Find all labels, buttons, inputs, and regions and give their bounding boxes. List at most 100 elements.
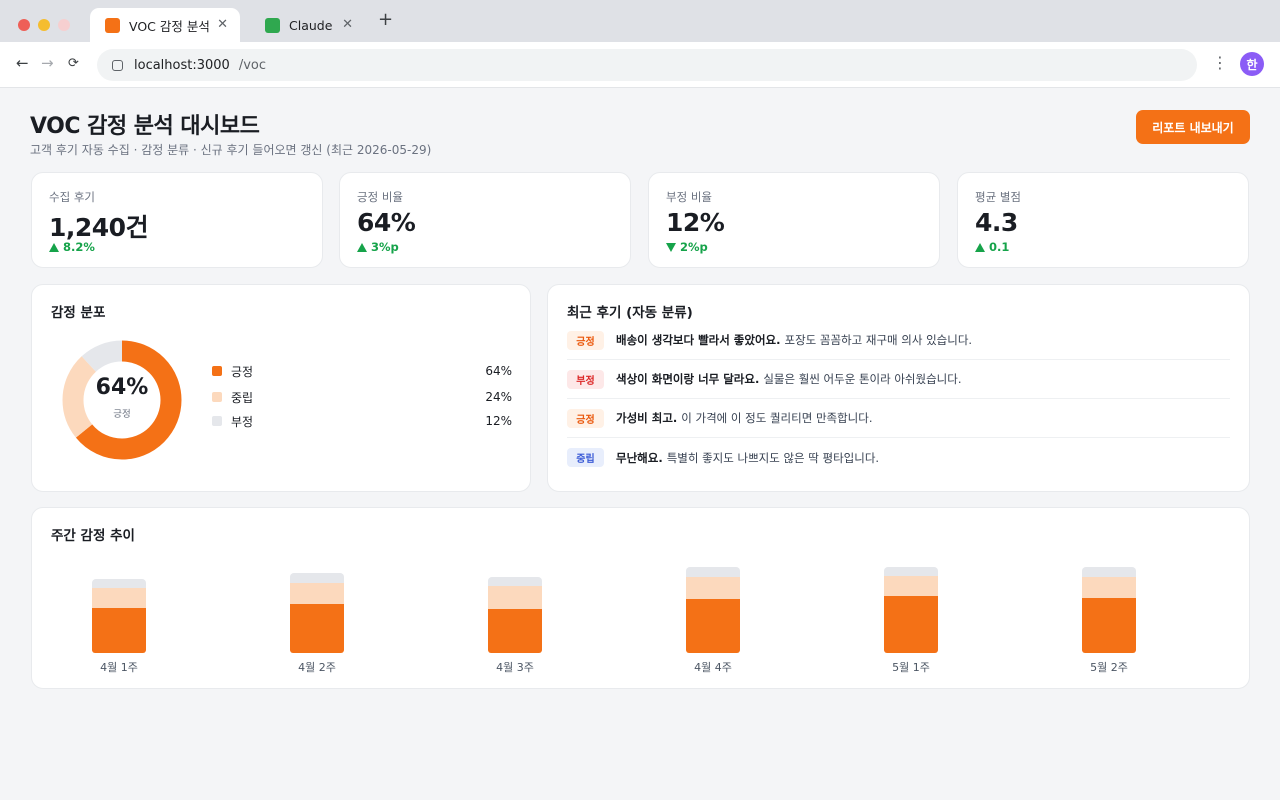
page-title: VOC 감정 분석 대시보드	[30, 114, 260, 139]
bar-segment-neutral	[686, 576, 740, 600]
close-icon[interactable]: ✕	[342, 17, 353, 32]
review-headline: 배송이 생각보다 빨라서 좋았어요.	[616, 333, 781, 347]
voc-favicon-icon	[105, 17, 120, 33]
kpi-value: 64%	[357, 208, 416, 237]
kpi-label: 부정 비율	[666, 190, 712, 204]
export-report-button[interactable]: 리포트 내보내기	[1136, 110, 1250, 144]
legend-swatch	[212, 392, 222, 402]
kpi-card-reviews: 수집 후기 1,240건 8.2%	[31, 172, 323, 268]
card-title: 주간 감정 추이	[51, 528, 135, 544]
kpi-delta-value: 2%p	[680, 240, 708, 254]
review-body: 이 가격에 이 정도 퀄리티면 만족합니다.	[681, 411, 873, 425]
recent-reviews-card: 최근 후기 (자동 분류) 긍정 배송이 생각보다 빨라서 좋았어요. 포장도 …	[547, 284, 1250, 492]
sentiment-distribution-card: 감정 분포 64% 긍정 긍정 64% 중립 24% 부정 12%	[31, 284, 531, 492]
review-body: 포장도 꼼꼼하고 재구매 의사 있습니다.	[784, 333, 973, 347]
bar-segment-negative	[884, 566, 938, 576]
sentiment-badge: 중립	[567, 448, 604, 467]
review-item[interactable]: 긍정 가성비 최고. 이 가격에 이 정도 퀄리티면 만족합니다.	[567, 399, 1230, 438]
sentiment-donut-chart	[62, 340, 182, 460]
tab-label: Claude	[289, 17, 333, 33]
review-headline: 색상이 화면이랑 너무 달라요.	[616, 372, 760, 386]
x-tick-label: 5월 2주	[1090, 661, 1128, 674]
bar-segment-negative	[290, 573, 344, 584]
review-headline: 가성비 최고.	[616, 411, 678, 425]
zoom-window-button[interactable]	[58, 19, 70, 31]
legend-value: 64%	[485, 364, 512, 378]
kpi-label: 평균 별점	[975, 190, 1021, 204]
kpi-card-rating: 평균 별점 4.3 0.1	[957, 172, 1249, 268]
claude-favicon-icon	[265, 17, 280, 33]
review-body: 실물은 훨씬 어두운 톤이라 아쉬웠습니다.	[763, 372, 962, 386]
legend-label: 부정	[231, 414, 254, 429]
sentiment-badge: 부정	[567, 369, 604, 389]
kpi-value: 12%	[666, 208, 725, 237]
donut-center-value: 64%	[95, 375, 149, 400]
url-path: /voc	[238, 57, 267, 73]
trend-down-icon	[666, 242, 676, 252]
address-bar-row: ← → ⟳ localhost:3000 /voc ⋮ 한	[0, 42, 1280, 88]
bar-segment-positive	[686, 599, 740, 653]
x-tick-label: 4월 3주	[496, 661, 534, 674]
legend-item-neutral: 중립 24%	[212, 388, 512, 406]
legend-swatch	[212, 416, 222, 426]
browser-menu-icon[interactable]: ⋮	[1212, 53, 1228, 72]
weekly-trend-card: 주간 감정 추이 4월 1주 4월 2주 4월 3주 4월 4주 5월 1주 5월 2주	[31, 507, 1250, 689]
review-item[interactable]: 부정 색상이 화면이랑 너무 달라요. 실물은 훨씬 어두운 톤이라 아쉬웠습니…	[567, 360, 1230, 399]
url-input[interactable]: localhost:3000 /voc	[97, 49, 1197, 81]
bar-segment-negative	[92, 578, 146, 588]
bar-segment-positive	[1082, 598, 1136, 653]
x-tick-label: 4월 4주	[694, 661, 732, 674]
legend-item-positive: 긍정 64%	[212, 362, 512, 380]
bar-segment-positive	[884, 596, 938, 653]
tab-claude[interactable]: Claude ✕	[250, 8, 365, 42]
kpi-delta-value: 0.1	[989, 240, 1010, 254]
card-title: 감정 분포	[51, 305, 106, 321]
tab-label: VOC 감정 분석	[129, 18, 210, 34]
bar-segment-neutral	[290, 583, 344, 604]
kpi-label: 수집 후기	[49, 190, 95, 204]
legend-item-negative: 부정 12%	[212, 412, 512, 430]
new-tab-button[interactable]: +	[378, 9, 394, 30]
kpi-card-positive: 긍정 비율 64% 3%p	[339, 172, 631, 268]
close-icon[interactable]: ✕	[217, 17, 228, 32]
legend-value: 24%	[485, 390, 512, 404]
kpi-delta-value: 8.2%	[63, 240, 95, 254]
kpi-delta: 3%p	[357, 240, 399, 254]
forward-arrow-icon[interactable]: →	[41, 54, 54, 72]
kpi-delta: 0.1	[975, 240, 1009, 254]
browser-tab-strip: VOC 감정 분석 ✕ Claude ✕ +	[0, 0, 1280, 42]
minimize-window-button[interactable]	[38, 19, 50, 31]
bar-segment-neutral	[1082, 576, 1136, 599]
bar-segment-neutral	[92, 587, 146, 609]
review-item[interactable]: 중립 무난해요. 특별히 좋지도 나쁘지도 않은 딱 평타입니다.	[567, 438, 1230, 477]
site-info-icon[interactable]	[112, 59, 123, 71]
bar-segment-negative	[488, 576, 542, 587]
profile-avatar[interactable]: 한	[1240, 52, 1264, 76]
donut-slice-negative	[62, 340, 182, 460]
reload-icon[interactable]: ⟳	[68, 56, 79, 71]
close-window-button[interactable]	[18, 19, 30, 31]
back-arrow-icon[interactable]: ←	[16, 54, 29, 72]
x-tick-label: 4월 1주	[100, 661, 138, 674]
donut-slice-neutral	[62, 340, 182, 460]
legend-swatch	[212, 366, 222, 376]
trend-up-icon	[49, 242, 59, 252]
review-body: 특별히 좋지도 나쁘지도 않은 딱 평타입니다.	[666, 450, 880, 465]
legend-label: 중립	[231, 390, 254, 405]
x-tick-label: 5월 1주	[892, 661, 930, 674]
bar-segment-positive	[290, 603, 344, 653]
review-item[interactable]: 긍정 배송이 생각보다 빨라서 좋았어요. 포장도 꼼꼼하고 재구매 의사 있습…	[567, 321, 1230, 360]
donut-center-label: 긍정	[113, 409, 131, 420]
card-title: 최근 후기 (자동 분류)	[567, 305, 693, 321]
bar-segment-negative	[686, 566, 740, 577]
sentiment-badge: 긍정	[567, 330, 604, 350]
bar-segment-negative	[1082, 566, 1136, 577]
tab-voc[interactable]: VOC 감정 분석 ✕	[90, 8, 240, 42]
url-host: localhost:3000	[134, 57, 230, 73]
bar-segment-positive	[488, 609, 542, 653]
sentiment-badge: 긍정	[567, 408, 604, 428]
legend-value: 12%	[485, 414, 512, 428]
kpi-value: 4.3	[975, 208, 1018, 237]
x-tick-label: 4월 2주	[298, 661, 336, 674]
kpi-label: 긍정 비율	[357, 190, 403, 204]
